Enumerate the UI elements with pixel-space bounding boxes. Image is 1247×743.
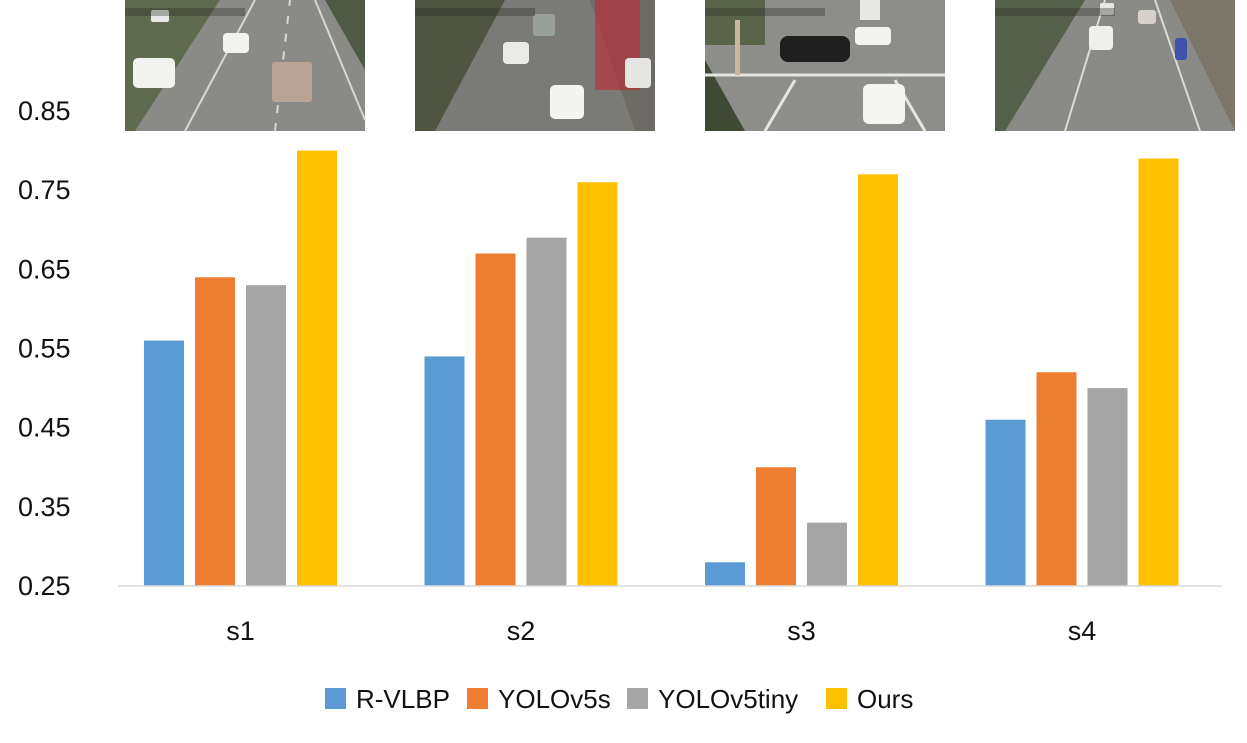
bar-r-vlbp-s3 (705, 562, 745, 586)
bar-ours-s3 (858, 174, 898, 587)
bar-yolov5tiny-s2 (526, 237, 567, 586)
bar-ours-s1 (297, 150, 337, 587)
bar-r-vlbp-s2 (424, 356, 465, 586)
x-tick-label: s3 (787, 616, 816, 646)
x-tick-label: s2 (507, 616, 536, 646)
y-tick-label: 0.85 (18, 96, 71, 126)
bar-ours-s4 (1138, 158, 1179, 586)
bar-yolov5s-s3 (756, 467, 796, 586)
legend-swatch-yolov5tiny (627, 688, 648, 709)
x-tick-label: s4 (1068, 616, 1097, 646)
scene-image-s3 (705, 0, 945, 132)
x-tick-label: s1 (226, 616, 255, 646)
y-tick-label: 0.75 (18, 175, 71, 205)
bar-yolov5s-s4 (1036, 372, 1077, 586)
legend-label-yolov5tiny: YOLOv5tiny (658, 684, 798, 714)
y-axis: 0.25 0.35 0.45 0.55 0.65 0.75 0.85 (18, 96, 71, 601)
bar-ours-s2 (577, 182, 618, 586)
y-tick-label: 0.45 (18, 413, 71, 443)
bar-r-vlbp-s1 (144, 340, 184, 586)
bars (144, 150, 1179, 587)
bar-r-vlbp-s4 (985, 419, 1026, 586)
scene-image-s2 (415, 0, 655, 131)
bar-yolov5s-s2 (475, 253, 516, 586)
legend-swatch-ours (826, 688, 847, 709)
legend: R-VLBP YOLOv5s YOLOv5tiny Ours (325, 684, 913, 714)
y-tick-label: 0.55 (18, 334, 71, 364)
y-tick-label: 0.65 (18, 254, 71, 284)
legend-label-ours: Ours (857, 684, 913, 714)
x-axis-labels: s1 s2 s3 s4 (226, 616, 1096, 646)
y-tick-label: 0.35 (18, 492, 71, 522)
legend-swatch-r-vlbp (325, 688, 346, 709)
y-tick-label: 0.25 (18, 571, 71, 601)
scene-image-s4 (995, 0, 1235, 132)
bar-yolov5tiny-s1 (246, 285, 286, 586)
bar-yolov5tiny-s3 (807, 522, 847, 586)
legend-label-yolov5s: YOLOv5s (498, 684, 611, 714)
bar-yolov5tiny-s4 (1087, 388, 1128, 586)
bar-yolov5s-s1 (195, 277, 235, 586)
legend-swatch-yolov5s (467, 688, 488, 709)
scene-image-s1 (125, 0, 366, 132)
legend-label-r-vlbp: R-VLBP (356, 684, 450, 714)
